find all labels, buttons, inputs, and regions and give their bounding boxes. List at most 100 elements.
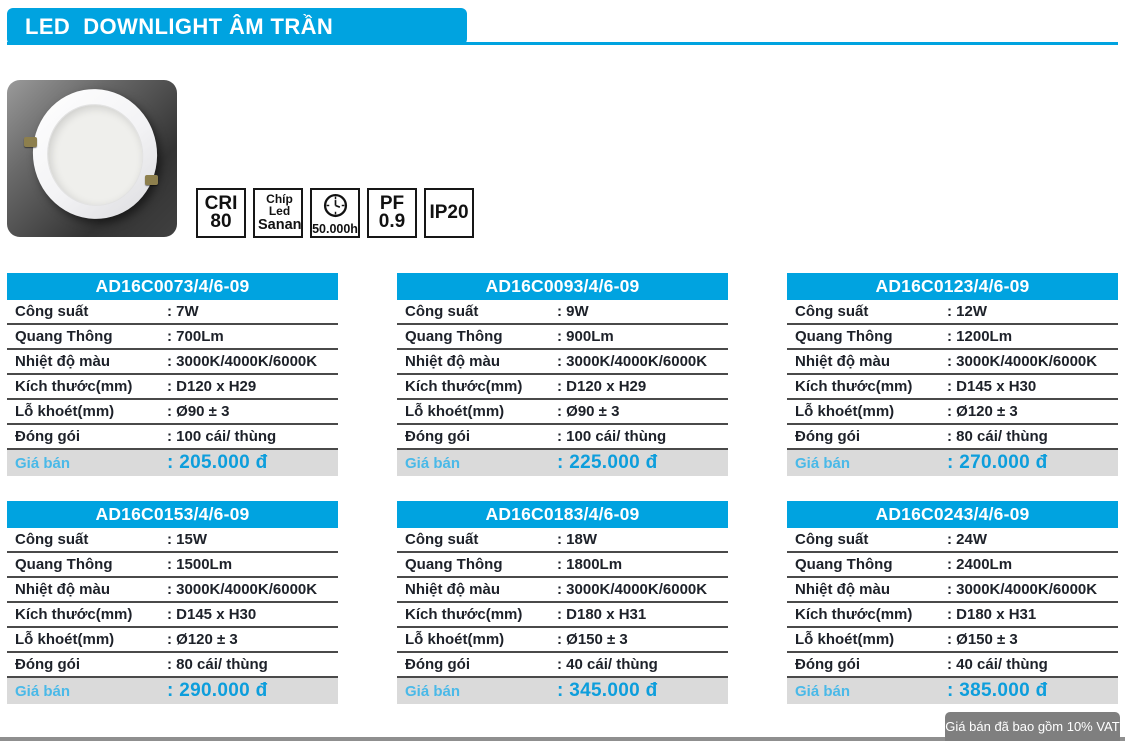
spec-value: : 3000K/4000K/6000K (947, 353, 1098, 370)
price-row: Giá bán: 345.000 đ (397, 678, 728, 704)
product-photo (7, 79, 177, 237)
spec-value: : 15W (167, 531, 208, 548)
spec-label: Công suất (15, 531, 89, 548)
badge-chip-value: Sanan (258, 216, 302, 233)
spec-row: Lỗ khoét(mm) : Ø90 ± 3 (7, 400, 338, 425)
spec-value: : Ø150 ± 3 (557, 631, 628, 648)
spec-label: Quang Thông (405, 328, 503, 345)
badge-cri-value: 80 (210, 211, 232, 232)
product-code-header: AD16C0123/4/6-09 (787, 273, 1118, 300)
spec-row: Quang Thông : 1800Lm (397, 553, 728, 578)
price-value: : 385.000 đ (947, 680, 1048, 701)
spec-label: Nhiệt độ màu (405, 581, 501, 598)
vat-note-badge: Giá bán đã bao gồm 10% VAT (945, 712, 1120, 741)
spec-row: Lỗ khoét(mm): Ø150 ± 3 (787, 628, 1118, 653)
product-code-header: AD16C0073/4/6-09 (7, 273, 338, 300)
title-underline (7, 42, 1118, 45)
spec-row: Quang Thông: 2400Lm (787, 553, 1118, 578)
spec-label: Nhiệt độ màu (795, 353, 891, 370)
spec-value: : 3000K/4000K/6000K (167, 353, 318, 370)
spec-label: Quang Thông (795, 556, 893, 573)
spec-value: : 1500Lm (167, 556, 233, 573)
spec-value: : Ø90 ± 3 (167, 403, 230, 420)
badge-chip-label: Chíp Led (266, 191, 293, 219)
spec-row: Quang Thông: 1500Lm (7, 553, 338, 578)
spec-row: Quang Thông: 700Lm (7, 325, 338, 350)
badge-cri: CRI 80 (196, 188, 246, 238)
product-code: AD16C0183/4/6-09 (485, 504, 640, 524)
price-value: : 225.000 đ (557, 452, 658, 473)
spec-row: Đóng gói : 100 cái/ thùng (397, 425, 728, 450)
spec-label: Đóng gói (15, 428, 80, 445)
clock-icon (323, 193, 347, 218)
spec-row: Nhiệt độ màu: 3000K/4000K/6000K (397, 350, 728, 375)
page-title: LED DOWNLIGHT ÂM TRẦN (25, 13, 334, 39)
spec-label: Nhiệt độ màu (15, 581, 111, 598)
spec-label: Lỗ khoét(mm) (795, 403, 895, 420)
vat-note-text: Giá bán đã bao gồm 10% VAT (945, 719, 1120, 734)
price-row: Giá bán: 270.000 đ (787, 450, 1118, 476)
spec-value: : 900Lm (557, 328, 614, 345)
spec-value: : 18W (557, 531, 598, 548)
downlight-diffuser (39, 96, 152, 214)
spec-value: : D145 x H30 (167, 606, 257, 623)
badge-ip-value: IP20 (429, 202, 469, 223)
spec-row: Công suất: 12W (787, 300, 1118, 325)
product-code: AD16C0073/4/6-09 (95, 276, 250, 296)
spec-label: Đóng gói (405, 428, 470, 445)
spec-label: Công suất (795, 531, 869, 548)
spec-label: Kích thước(mm) (795, 606, 913, 623)
product-card: AD16C0153/4/6-09 Công suất: 15W Quang Thôn… (7, 501, 338, 704)
spec-label: Đóng gói (15, 656, 80, 673)
price-row: Giá bán: 290.000 đ (7, 678, 338, 704)
spec-row: Kích thước(mm): D120 x H29 (397, 375, 728, 400)
badge-cri-label: CRI (204, 192, 238, 214)
price-value: : 205.000 đ (167, 452, 268, 473)
spec-value: : 3000K/4000K/6000K (557, 581, 708, 598)
product-card: AD16C0073/4/6-09 Công suất: 7W Quang Thông… (7, 273, 338, 476)
spec-row: Đóng gói: 80 cái/ thùng (7, 653, 338, 678)
spec-label: Kích thước(mm) (15, 378, 133, 395)
spec-row: Công suất: 9W (397, 300, 728, 325)
spec-value: : Ø90 ± 3 (557, 403, 620, 420)
spec-value: : D145 x H30 (947, 378, 1037, 395)
spec-value: : 1200Lm (947, 328, 1013, 345)
product-card: AD16C0123/4/6-09 Công suất: 12W Quang Thôn… (787, 273, 1118, 476)
spec-value: : 1800Lm (557, 556, 623, 573)
spec-label: Kích thước(mm) (405, 606, 523, 623)
product-card: AD16C0183/4/6-09 Công suất: 18W Quang Thôn… (397, 501, 728, 704)
spec-label: Lỗ khoét(mm) (405, 631, 505, 648)
spec-row: Kích thước(mm) : D180 x H31 (787, 603, 1118, 628)
spec-label: Kích thước(mm) (795, 378, 913, 395)
spec-row: Đóng gói: 100 cái/ thùng (7, 425, 338, 450)
product-code-header: AD16C0183/4/6-09 (397, 501, 728, 528)
spec-row: Công suất: 18W (397, 528, 728, 553)
price-row: Giá bán : 385.000 đ (787, 678, 1118, 704)
spec-value: : D180 x H31 (947, 606, 1037, 623)
badge-ip: IP20 (424, 188, 474, 238)
spec-row: Nhiệt độ màu: 3000K/4000K/6000K (787, 578, 1118, 603)
spec-label: Lỗ khoét(mm) (15, 403, 115, 420)
spec-row: Nhiệt độ màu: 3000K/4000K/6000K (7, 350, 338, 375)
price-value: : 290.000 đ (167, 680, 268, 701)
spec-label: Công suất (405, 303, 479, 320)
spec-value: : 3000K/4000K/6000K (947, 581, 1098, 598)
spec-label: Quang Thông (15, 328, 113, 345)
spec-label: Quang Thông (405, 556, 503, 573)
product-code: AD16C0093/4/6-09 (485, 276, 640, 296)
product-code-header: AD16C0093/4/6-09 (397, 273, 728, 300)
spec-value: : 100 cái/ thùng (557, 428, 667, 445)
spec-row: Đóng gói: 40 cái/ thùng (787, 653, 1118, 678)
spec-row: Kích thước(mm) : D145 x H30 (787, 375, 1118, 400)
spec-label: Đóng gói (795, 656, 860, 673)
price-label: Giá bán (795, 682, 851, 700)
footer-rule (0, 737, 1125, 741)
spec-row: Nhiệt độ màu : 3000K/4000K/6000K (7, 578, 338, 603)
spec-label: Lỗ khoét(mm) (795, 631, 895, 648)
spec-row: Quang Thông: 1200Lm (787, 325, 1118, 350)
spec-value: : 3000K/4000K/6000K (167, 581, 318, 598)
spec-value: : 40 cái/ thùng (557, 656, 658, 673)
spec-label: Lỗ khoét(mm) (405, 403, 505, 420)
product-card: AD16C0093/4/6-09 Công suất: 9W Quang Thông… (397, 273, 728, 476)
